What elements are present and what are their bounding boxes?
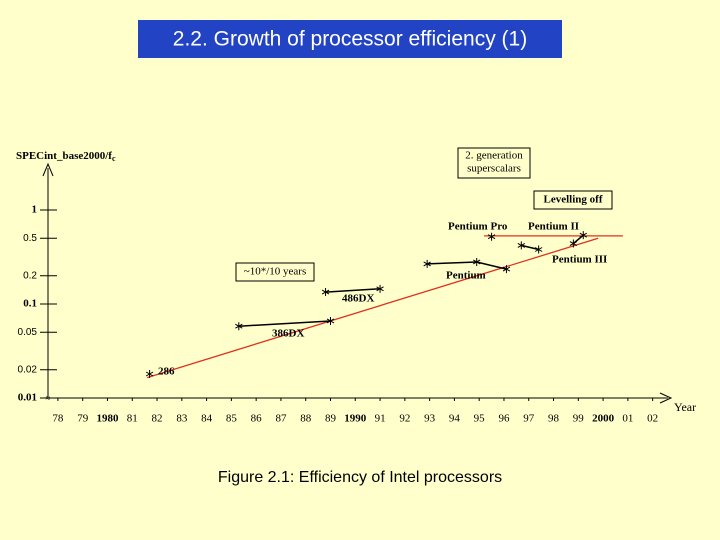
x-tick-label: 85	[226, 413, 238, 425]
x-tick-label: 1990	[344, 413, 367, 425]
x-tick-label: 86	[251, 413, 263, 425]
annotation-box	[533, 190, 613, 210]
series-label: Pentium Pro	[448, 221, 508, 233]
x-tick-label: 01	[622, 413, 633, 425]
data-point	[145, 370, 154, 379]
x-tick-label: 98	[548, 413, 560, 425]
x-tick-label: 94	[449, 413, 461, 425]
series-label: Pentium	[446, 270, 486, 282]
x-axis-arrow	[659, 392, 673, 404]
x-axis-label: Year	[674, 400, 696, 414]
x-tick-label: 89	[325, 413, 337, 425]
caption: Figure 2.1: Efficiency of Intel processo…	[218, 469, 502, 486]
trend-line	[146, 237, 599, 379]
data-point	[321, 288, 330, 297]
data-point	[534, 245, 543, 254]
data-point	[326, 316, 335, 325]
x-tick-label: 2000	[592, 413, 615, 425]
x-tick-label: 82	[152, 413, 163, 425]
y-tick-label: 0.5	[23, 233, 37, 244]
series-label: Pentium II	[528, 221, 579, 233]
data-point	[235, 322, 243, 331]
data-point	[579, 231, 587, 240]
x-tick-label: 91	[375, 413, 386, 425]
series-line	[325, 288, 381, 293]
x-tick-label: 99	[573, 413, 585, 425]
x-tick-label: 1980	[96, 413, 119, 425]
x-tick-label: 78	[52, 413, 64, 425]
x-tick-label: 81	[127, 413, 138, 425]
y-tick-label: 0.02	[18, 364, 38, 375]
x-tick-label: 88	[300, 413, 312, 425]
data-point	[569, 239, 578, 248]
x-tick-label: 97	[523, 413, 535, 425]
y-label-main: SPECint_base2000/f	[16, 150, 112, 162]
y-label-sub: c	[112, 154, 116, 163]
x-tick-label: 93	[424, 413, 436, 425]
x-tick-label: 92	[399, 413, 410, 425]
annotation: superscalars	[467, 163, 521, 175]
annotation: 2. generation	[465, 150, 523, 162]
y-tick-label: 1	[32, 204, 38, 216]
data-point	[502, 265, 511, 274]
x-tick-label: 83	[176, 413, 188, 425]
slide-title: 2.2. Growth of processor efficiency (1)	[173, 28, 527, 51]
x-tick-label: 02	[647, 413, 658, 425]
series-label: 286	[158, 366, 175, 378]
x-tick-label: 96	[498, 413, 510, 425]
x-tick-label: 95	[474, 413, 486, 425]
y-axis-label: SPECint_base2000/fc	[16, 150, 116, 163]
y-tick-label: 0.1	[23, 298, 37, 310]
x-tick-label: 87	[275, 413, 287, 425]
annotation: Levelling off	[544, 194, 603, 206]
y-tick-label: 0.2	[23, 270, 37, 281]
y-axis-arrow	[42, 162, 54, 177]
y-tick-label: 0.05	[18, 327, 38, 338]
data-point	[423, 259, 431, 268]
annotation: ~10*/10 years	[244, 266, 306, 278]
series-line	[238, 320, 331, 327]
series-line	[521, 244, 539, 251]
x-tick-label: 79	[77, 413, 89, 425]
data-point	[376, 284, 384, 293]
annotation-box	[457, 147, 531, 179]
data-point	[472, 257, 481, 266]
data-point	[487, 232, 496, 241]
title-box	[138, 20, 562, 58]
x-tick-label: 84	[201, 413, 213, 425]
data-point	[517, 241, 526, 250]
series-label: Pentium III	[552, 254, 607, 266]
annotation-box	[235, 262, 315, 282]
y-tick-label: 0.01	[18, 392, 37, 404]
series-label: 386DX	[272, 328, 304, 340]
series-label: 486DX	[342, 293, 374, 305]
